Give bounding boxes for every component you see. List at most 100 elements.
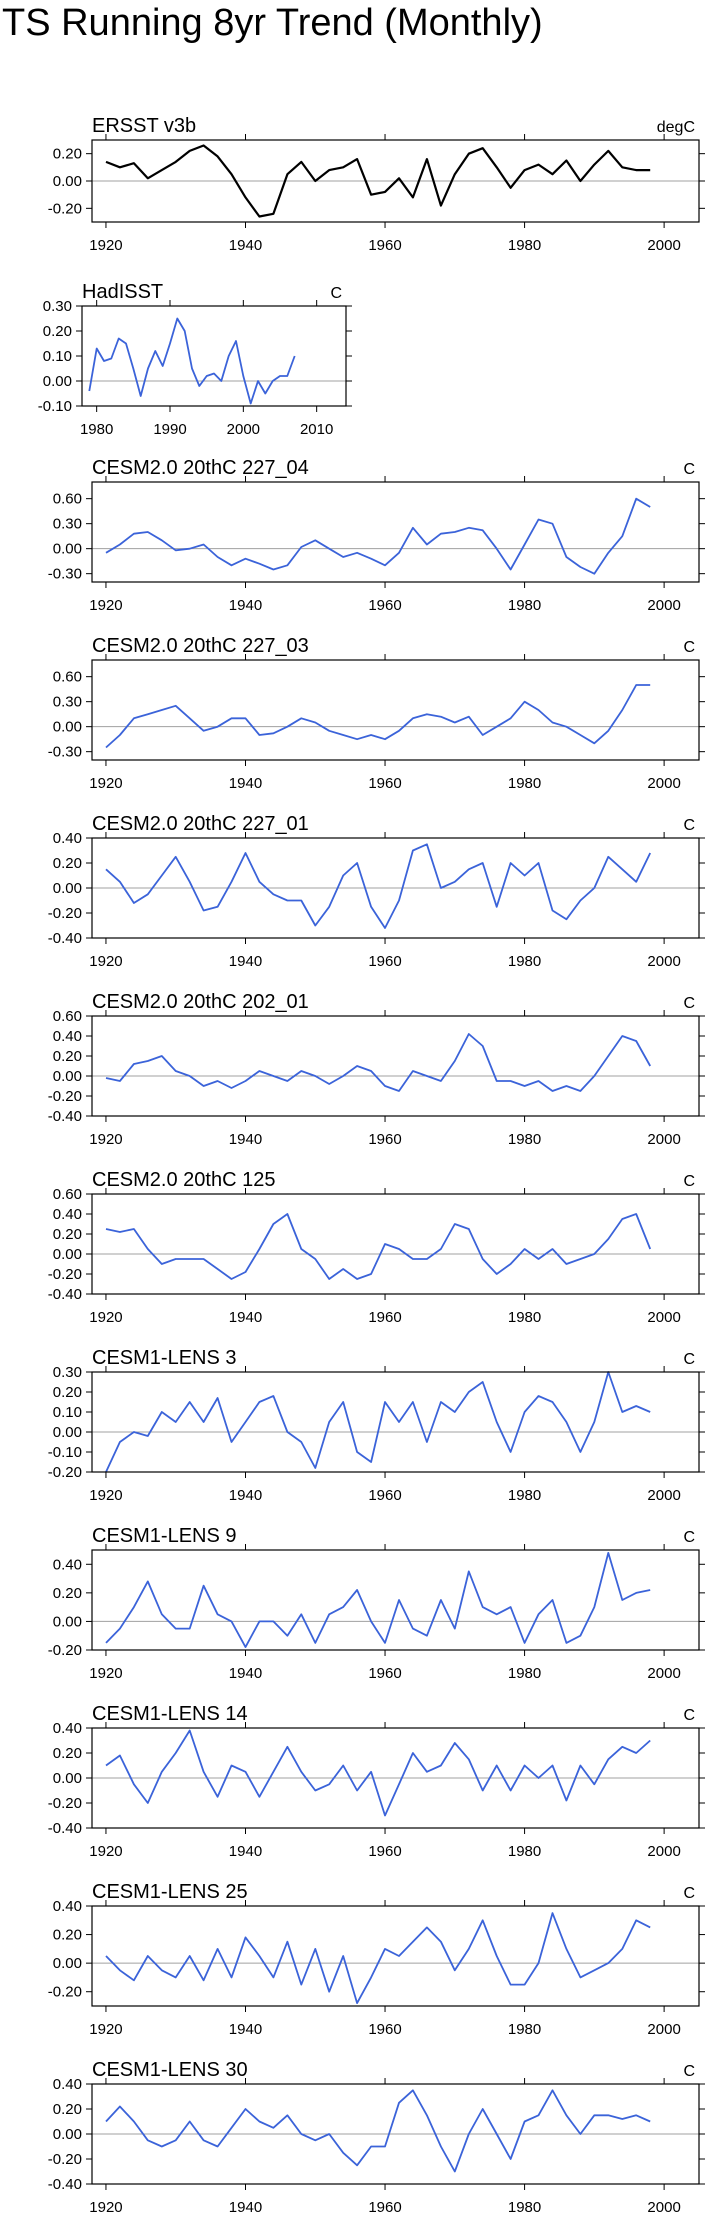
y-tick-label: -0.20: [48, 1266, 82, 1283]
y-tick-label: 0.00: [53, 1246, 82, 1263]
chart-panel-12: CESM1-LENS 30 C -0.40 -0.20 0.00 0.20 0.40 1920…: [48, 2059, 705, 2216]
x-tick-label: 1980: [508, 237, 541, 254]
x-tick-label: 1980: [508, 1309, 541, 1326]
x-tick-label: 2000: [647, 953, 680, 970]
x-tick-label: 2000: [647, 1131, 680, 1148]
x-tick-label: 1920: [89, 1309, 122, 1326]
units-label: C: [683, 1529, 695, 1546]
plot-frame: [91, 1905, 700, 2007]
plot-frame: [91, 1193, 700, 1295]
x-tick-label: 2000: [647, 1843, 680, 1860]
x-tick-label: 1980: [80, 421, 113, 438]
y-tick-label: 0.10: [43, 348, 72, 365]
chart-panel-9: CESM1-LENS 9 C -0.20 0.00 0.20 0.40 1920 1940 19…: [48, 1525, 705, 1682]
y-tick-label: 0.20: [43, 323, 72, 340]
y-tick-label: -0.20: [48, 1088, 82, 1105]
y-tick-label: -0.30: [48, 566, 82, 583]
y-tick-label: 0.20: [53, 1585, 82, 1602]
x-tick-label: 1980: [508, 1665, 541, 1682]
chart-title: CESM1-LENS 25: [92, 1881, 248, 1903]
y-tick-label: 0.40: [53, 2076, 82, 2093]
plot-frame: [91, 837, 700, 939]
plot-frame: [91, 481, 700, 583]
plot-frame: [91, 1015, 700, 1117]
chart-title: CESM1-LENS 14: [92, 1703, 248, 1725]
y-tick-label: -0.40: [48, 2176, 82, 2193]
x-tick-label: 1920: [89, 2021, 122, 2038]
chart-title: CESM2.0 20thC 125: [92, 1169, 275, 1191]
plot-frame: [91, 1727, 700, 1829]
chart-title: CESM1-LENS 3: [92, 1347, 237, 1369]
plot-frame: [91, 1371, 700, 1473]
y-tick-label: -0.40: [48, 1108, 82, 1125]
chart-panel-1: ERSST v3b degC -0.20 0.00 0.20 1920 1940 1960 19…: [48, 115, 705, 254]
chart-title: HadISST: [82, 281, 163, 303]
x-tick-label: 1920: [89, 237, 122, 254]
x-tick-label: 1960: [368, 1665, 401, 1682]
units-label: C: [683, 461, 695, 478]
y-tick-label: -0.30: [48, 744, 82, 761]
chart-title: CESM2.0 20thC 227_04: [92, 457, 309, 479]
x-tick-label: 2000: [647, 1487, 680, 1504]
x-tick-label: 1940: [229, 1131, 262, 1148]
x-tick-label: 1920: [89, 953, 122, 970]
x-tick-label: 1960: [368, 1487, 401, 1504]
y-tick-label: 0.60: [53, 1008, 82, 1025]
x-tick-label: 1920: [89, 2199, 122, 2216]
y-tick-label: 0.60: [53, 1186, 82, 1203]
x-tick-label: 1960: [368, 2199, 401, 2216]
y-tick-label: 0.30: [53, 516, 82, 533]
y-tick-label: 0.20: [53, 146, 82, 163]
x-tick-label: 1960: [368, 237, 401, 254]
x-tick-label: 1960: [368, 953, 401, 970]
x-tick-label: 1960: [368, 775, 401, 792]
y-tick-label: 0.40: [53, 830, 82, 847]
plot-frame: [81, 305, 347, 407]
series-line: [105, 497, 651, 575]
x-tick-label: 1940: [229, 2021, 262, 2038]
y-tick-label: -0.20: [48, 905, 82, 922]
chart-title: ERSST v3b: [92, 115, 196, 137]
y-tick-label: -0.20: [48, 1984, 82, 2001]
y-tick-label: 0.40: [53, 1720, 82, 1737]
x-tick-label: 2000: [227, 421, 260, 438]
y-tick-label: -0.20: [48, 2151, 82, 2168]
x-tick-label: 1980: [508, 953, 541, 970]
x-tick-label: 1920: [89, 597, 122, 614]
units-label: C: [683, 1885, 695, 1902]
y-tick-label: -0.20: [48, 1464, 82, 1481]
units-label: degC: [657, 119, 695, 136]
y-tick-label: 0.00: [53, 1955, 82, 1972]
y-tick-label: 0.00: [53, 1424, 82, 1441]
series-line: [105, 1371, 651, 1473]
chart-panel-8: CESM1-LENS 3 C -0.20 -0.10 0.00 0.10 0.20 0.30 1…: [48, 1347, 705, 1504]
x-tick-label: 1980: [508, 775, 541, 792]
series-line: [105, 1033, 651, 1092]
x-tick-label: 1960: [368, 1843, 401, 1860]
chart-panel-5: CESM2.0 20thC 227_01 C -0.40 -0.20 0.00 0.20 0…: [48, 813, 705, 970]
y-tick-label: -0.40: [48, 1286, 82, 1303]
x-tick-label: 1940: [229, 1309, 262, 1326]
y-tick-label: 0.20: [53, 855, 82, 872]
x-tick-label: 2010: [300, 421, 333, 438]
y-tick-label: 0.40: [53, 1206, 82, 1223]
x-tick-label: 1940: [229, 2199, 262, 2216]
units-label: C: [683, 817, 695, 834]
units-label: C: [683, 2063, 695, 2080]
x-tick-label: 1920: [89, 1131, 122, 1148]
y-tick-label: 0.20: [53, 1384, 82, 1401]
chart-title: CESM1-LENS 9: [92, 1525, 237, 1547]
y-tick-label: -0.20: [48, 1795, 82, 1812]
chart-panel-6: CESM2.0 20thC 202_01 C -0.40 -0.20 0.00 0.20 0…: [48, 991, 705, 1148]
x-tick-label: 1920: [89, 775, 122, 792]
y-tick-label: -0.10: [48, 1444, 82, 1461]
y-tick-label: 0.00: [53, 1613, 82, 1630]
y-tick-label: 0.00: [43, 373, 72, 390]
x-tick-label: 1980: [508, 2021, 541, 2038]
plot-frame: [91, 1549, 700, 1651]
units-label: C: [683, 639, 695, 656]
chart-panel-7: CESM2.0 20thC 125 C -0.40 -0.20 0.00 0.20 0.40…: [48, 1169, 705, 1326]
x-tick-label: 1940: [229, 1843, 262, 1860]
x-tick-label: 2000: [647, 597, 680, 614]
x-tick-label: 1920: [89, 1487, 122, 1504]
